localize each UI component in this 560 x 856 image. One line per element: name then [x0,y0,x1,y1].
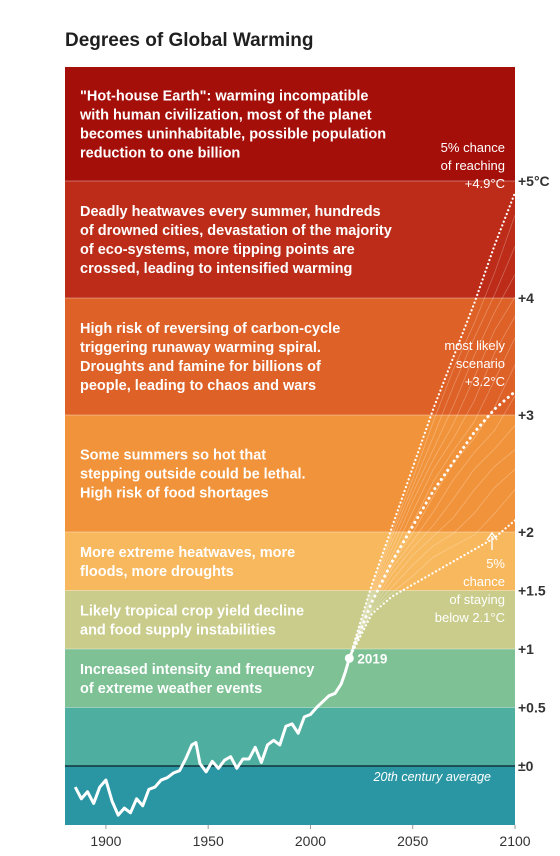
band-3-text-0: Likely tropical crop yield decline [80,603,304,619]
band-4-text-1: floods, more droughts [80,564,234,580]
band-8-text-0: "Hot-house Earth": warming incompatible [80,89,368,105]
band-7-text-0: Deadly heatwaves every summer, hundreds [80,204,381,220]
band-7-text-2: of eco-systems, more tipping points are [80,242,355,258]
band-5-text-0: Some summers so hot that [80,448,266,464]
band-2 [65,649,515,708]
y-tick-6: +4 [518,290,534,306]
band-8-text-3: reduction to one billion [80,146,240,162]
band-6-text-3: people, leading to chaos and wars [80,378,316,394]
band-8 [65,67,515,181]
band-1 [65,707,515,766]
band-2-text-1: of extreme weather events [80,681,262,697]
projection-line-2 [348,519,517,660]
band-8-text-2: becomes uninhabitable, possible populati… [80,127,386,143]
chart-title: Degrees of Global Warming [65,30,314,51]
projection-0-label-0: 5% chance [441,140,505,155]
y-tick-1: +0.5 [518,700,546,716]
band-3-text-1: and food supply instabilities [80,622,276,638]
projection-1-label-1: scenario [456,356,505,371]
y-tick-4: +2 [518,524,534,540]
baseline-label: 20th century average [373,770,491,784]
projection-ensemble-9 [348,296,516,659]
projection-ensemble-3 [348,449,516,659]
x-tick-1: 1950 [193,833,224,849]
band-6-text-0: High risk of reversing of carbon-cycle [80,321,340,337]
x-tick-0: 1900 [90,833,121,849]
band-6-text-1: triggering runaway warming spiral. [80,340,321,356]
projection-0-label-2: +4.9°C [465,176,505,191]
band-6-text-2: Droughts and famine for billions of [80,359,321,375]
band-5 [65,415,515,532]
band-3 [65,590,515,649]
x-tick-3: 2050 [397,833,428,849]
band-7-text-3: crossed, leading to intensified warming [80,261,352,277]
projection-2-label-2: of staying [449,592,505,607]
y-tick-7: +5°C [518,173,550,189]
projection-ensemble-10 [348,274,516,659]
start-point-label: 2019 [357,651,387,666]
band-0 [65,766,515,825]
y-tick-2: +1 [518,641,534,657]
y-tick-3: +1.5 [518,583,546,599]
projection-0-label-1: of reaching [441,158,505,173]
band-5-text-2: High risk of food shortages [80,486,269,502]
band-4-text-0: More extreme heatwaves, more [80,545,295,561]
y-tick-5: +3 [518,407,534,423]
projection-2-label-3: below 2.1°C [435,610,505,625]
band-5-text-1: stepping outside could be lethal. [80,467,306,483]
projection-line-0 [348,191,517,660]
projection-ensemble-11 [348,246,516,659]
band-7 [65,181,515,298]
band-2-text-0: Increased intensity and frequency [80,662,315,678]
projection-ensemble-1 [348,489,516,659]
start-point-dot [344,653,354,663]
projection-2-label-1: chance [463,574,505,589]
y-tick-0: ±0 [518,758,534,774]
projection-1-label-0: most likely [444,338,505,353]
projection-ensemble-8 [348,316,516,659]
band-7-text-1: of drowned cities, devastation of the ma… [80,223,392,239]
band-4 [65,532,515,591]
projection-ensemble-12 [348,214,516,659]
x-tick-4: 2100 [499,833,530,849]
projection-ensemble-2 [348,468,516,659]
projection-ensemble-4 [348,425,516,659]
historical-line [73,657,351,817]
band-6 [65,298,515,415]
projection-1-label-2: +3.2°C [465,374,505,389]
projection-line-1 [347,390,517,660]
band-8-text-1: with human civilization, most of the pla… [79,108,372,124]
projection-2-label-0: 5% [486,556,505,571]
x-tick-2: 2000 [295,833,326,849]
projection-ensemble-7 [348,337,516,659]
below-arrow-head [486,531,498,541]
